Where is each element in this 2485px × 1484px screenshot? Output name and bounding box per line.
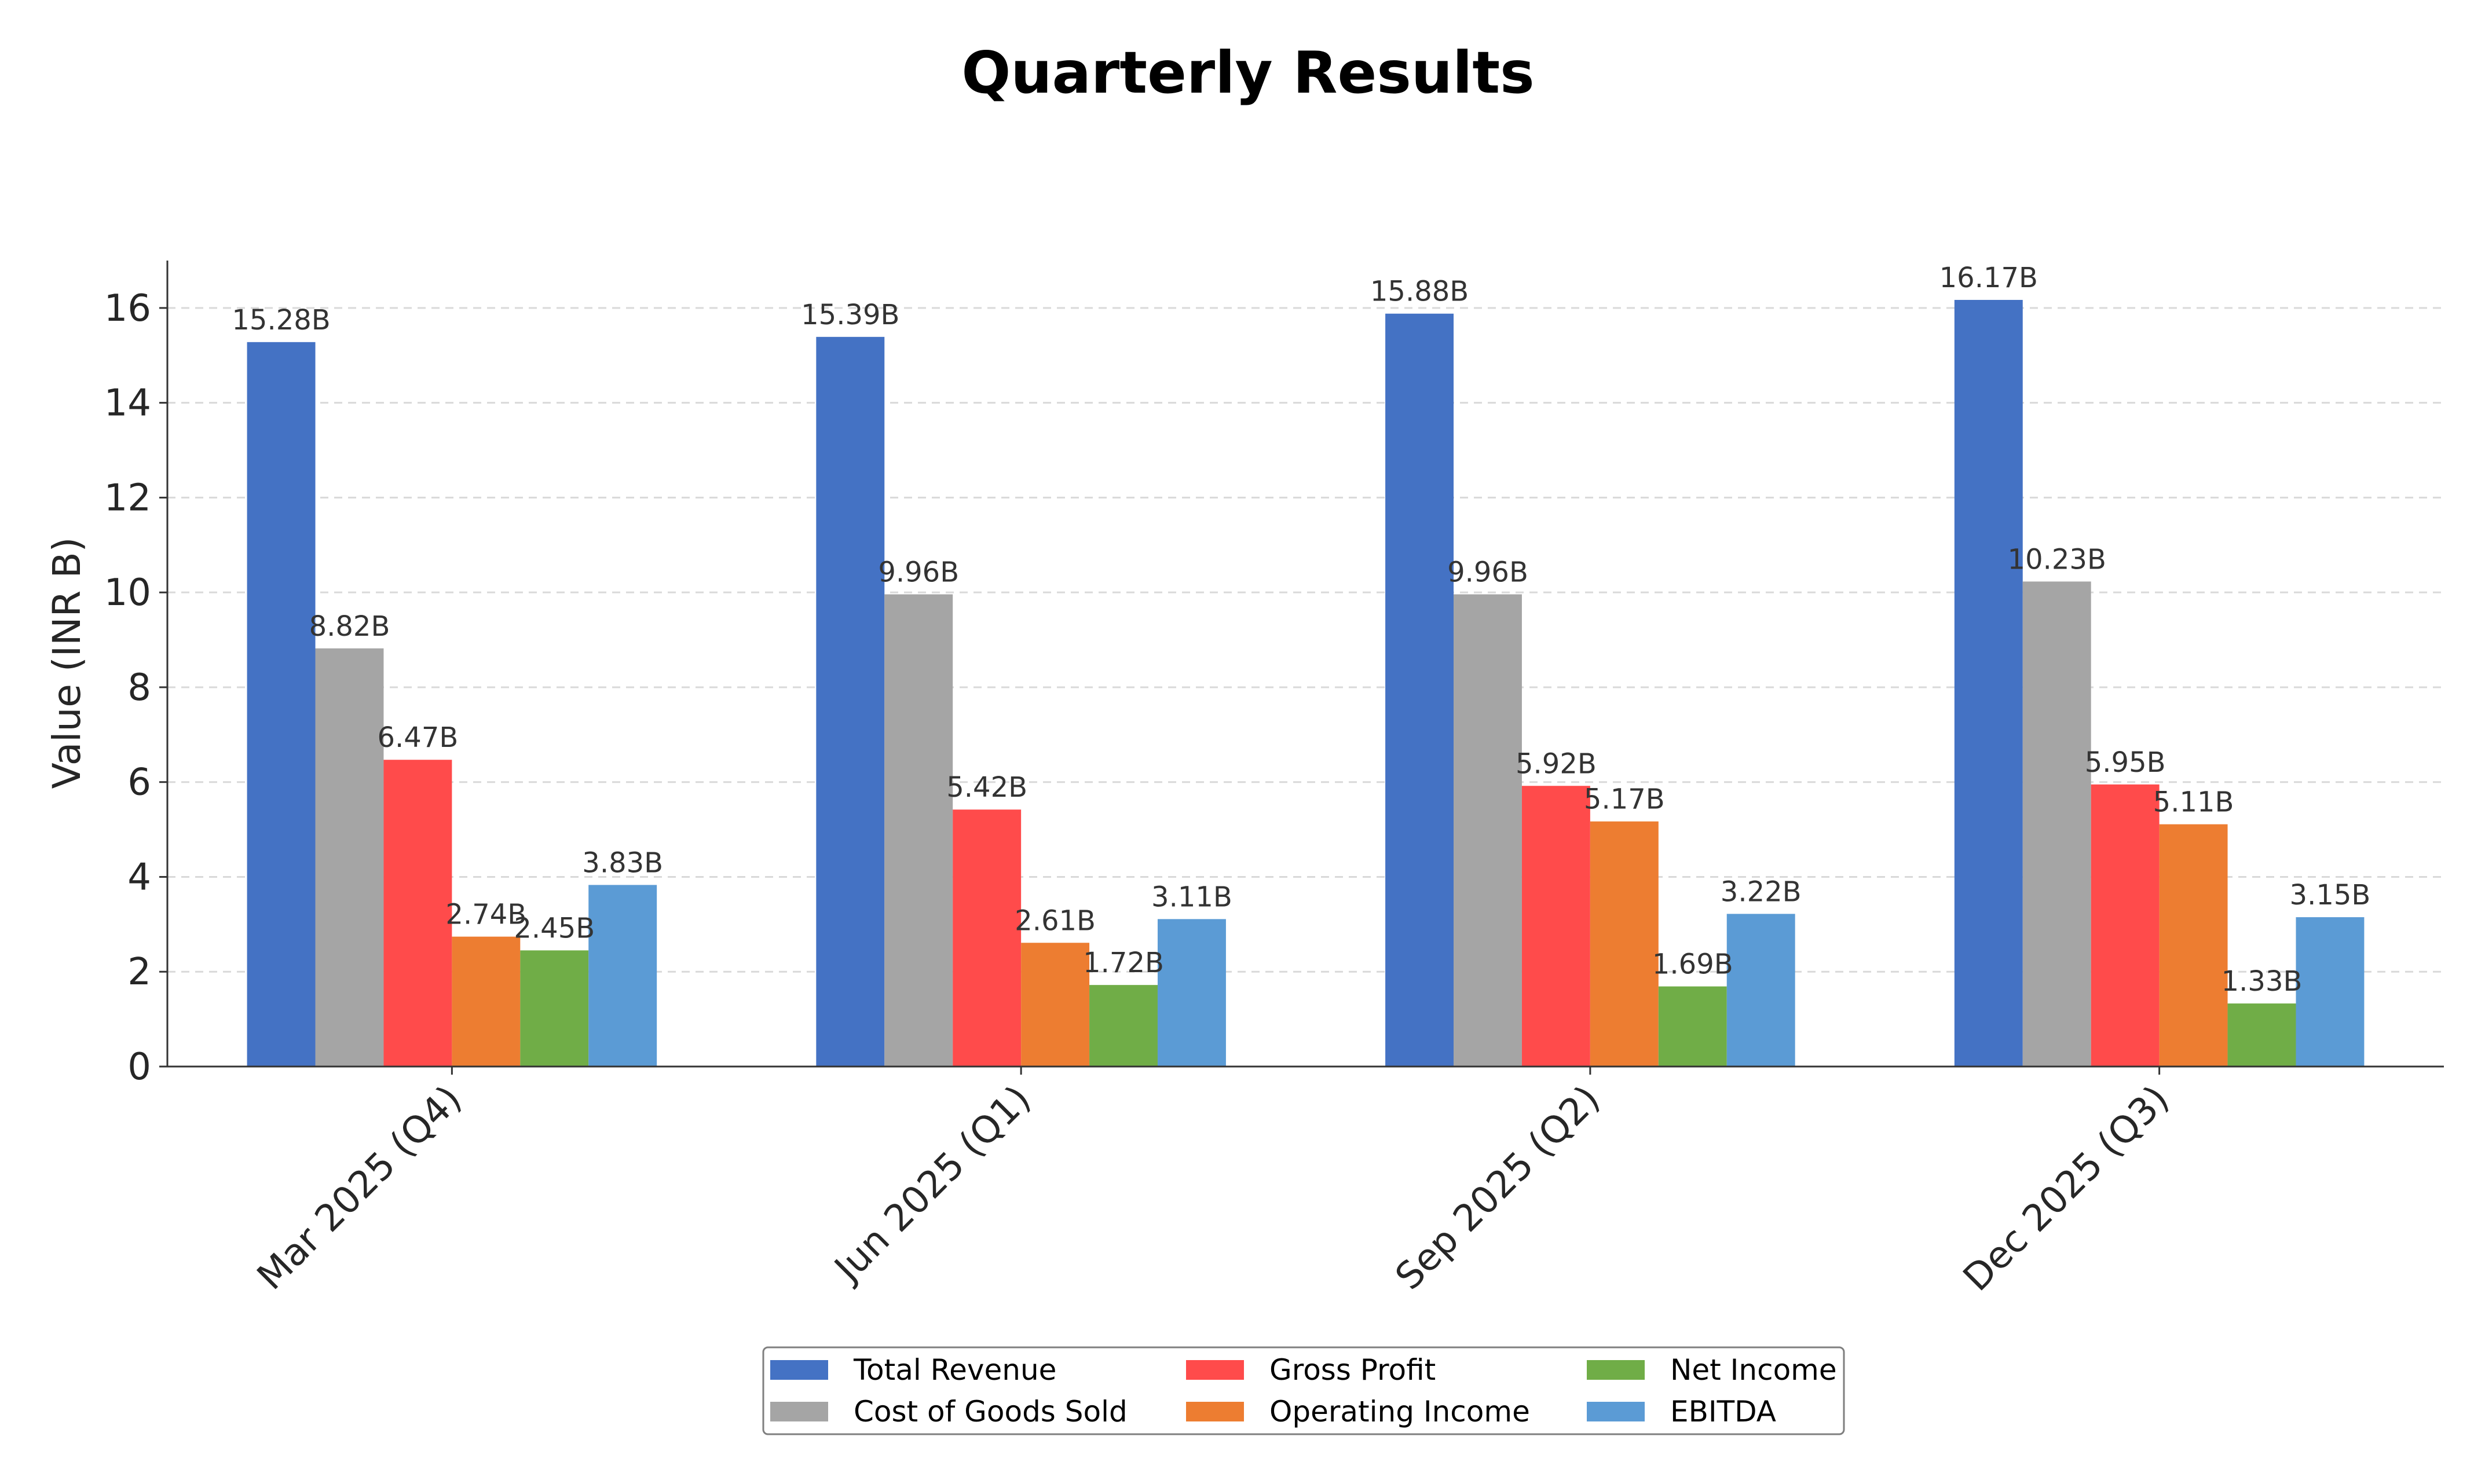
bar-gross-profit-2 [1521, 786, 1590, 1067]
legend-label: Gross Profit [1269, 1353, 1436, 1387]
data-label: 15.39B [801, 299, 899, 331]
data-label: 8.82B [309, 610, 390, 643]
bar-cost-of-goods-sold-3 [2022, 581, 2091, 1067]
legend: Total Revenue Cost of Goods Sold Gross Pro… [762, 1346, 1845, 1435]
bar-ebitda-1 [1157, 919, 1226, 1067]
x-tick-label: Dec 2025 (Q3) [1955, 1078, 2177, 1300]
data-label: 1.72B [1083, 947, 1164, 979]
legend-swatch [770, 1402, 828, 1421]
x-tick-label: Jun 2025 (Q1) [825, 1078, 1040, 1292]
bar-operating-income-2 [1590, 821, 1659, 1067]
y-tick-label: 6 [127, 761, 151, 804]
legend-label: EBITDA [1670, 1395, 1776, 1428]
y-tick-label: 14 [104, 382, 151, 425]
legend-label: Cost of Goods Sold [854, 1395, 1128, 1428]
data-label: 5.11B [2153, 786, 2234, 819]
bar-cost-of-goods-sold-1 [884, 594, 953, 1067]
legend-swatch [1186, 1360, 1244, 1380]
data-label: 2.74B [445, 899, 526, 931]
bar-total-revenue-0 [247, 342, 316, 1067]
bar-total-revenue-3 [1954, 299, 2023, 1067]
legend-label: Total Revenue [853, 1353, 1056, 1387]
data-label: 6.47B [378, 721, 459, 754]
data-label: 1.33B [2222, 965, 2303, 998]
legend-swatch [1186, 1402, 1244, 1421]
legend-label: Operating Income [1269, 1395, 1530, 1428]
bar-net-income-1 [1089, 985, 1158, 1067]
chart-title: Quarterly Results [961, 39, 1534, 107]
bar-total-revenue-2 [1385, 313, 1454, 1067]
data-label: 5.95B [2085, 746, 2166, 779]
data-label: 9.96B [1447, 556, 1528, 588]
data-label: 16.17B [1939, 262, 2038, 294]
y-tick-label: 16 [104, 287, 151, 330]
bar-ebitda-0 [588, 885, 657, 1067]
bar-operating-income-3 [2159, 824, 2228, 1067]
bar-cost-of-goods-sold-0 [315, 648, 384, 1067]
bars [247, 299, 2365, 1067]
bar-total-revenue-1 [816, 336, 885, 1067]
bar-net-income-2 [1658, 986, 1727, 1067]
data-label: 15.88B [1370, 276, 1469, 308]
data-label: 3.83B [582, 847, 663, 879]
bar-net-income-3 [2227, 1003, 2296, 1067]
bar-gross-profit-1 [953, 809, 1022, 1067]
y-axis-label: Value (INR B) [45, 537, 89, 789]
y-tick-label: 0 [127, 1046, 151, 1089]
legend-swatch [1587, 1360, 1645, 1380]
bar-ebitda-3 [2296, 917, 2365, 1067]
data-label: 10.23B [2008, 543, 2106, 576]
bar-ebitda-2 [1726, 914, 1795, 1067]
x-tick-label: Sep 2025 (Q2) [1388, 1078, 1608, 1298]
y-tick-label: 12 [104, 477, 151, 519]
data-label: 2.61B [1015, 904, 1096, 937]
data-label: 3.15B [2290, 879, 2371, 911]
data-label: 5.92B [1516, 748, 1597, 780]
data-label: 1.69B [1652, 948, 1733, 981]
bar-operating-income-0 [452, 936, 521, 1067]
data-label: 3.22B [1721, 875, 1802, 908]
bar-net-income-0 [520, 950, 589, 1067]
x-tick-label: Mar 2025 (Q4) [249, 1078, 470, 1298]
bar-gross-profit-3 [2091, 784, 2160, 1067]
data-label: 2.45B [514, 912, 595, 944]
y-tick-label: 10 [104, 571, 151, 614]
y-tick-label: 4 [127, 856, 151, 899]
legend-label: Net Income [1670, 1353, 1837, 1387]
legend-swatch [770, 1360, 828, 1380]
y-tick-label: 8 [127, 666, 151, 709]
data-label: 3.11B [1151, 881, 1232, 913]
y-tick-label: 2 [127, 951, 151, 994]
data-label: 9.96B [878, 556, 959, 588]
bar-gross-profit-0 [383, 760, 452, 1067]
data-label: 5.42B [946, 771, 1027, 804]
axes: 0 2 4 6 8 10 12 14 16 Mar 2025 (Q4) Jun 2025 (Q1) S… [104, 261, 2444, 1300]
legend-box [762, 1346, 1845, 1435]
bar-cost-of-goods-sold-2 [1454, 594, 1522, 1067]
bar-operating-income-1 [1021, 943, 1090, 1067]
data-label: 5.17B [1584, 783, 1665, 816]
data-label: 15.28B [232, 304, 330, 336]
legend-swatch [1587, 1402, 1645, 1421]
